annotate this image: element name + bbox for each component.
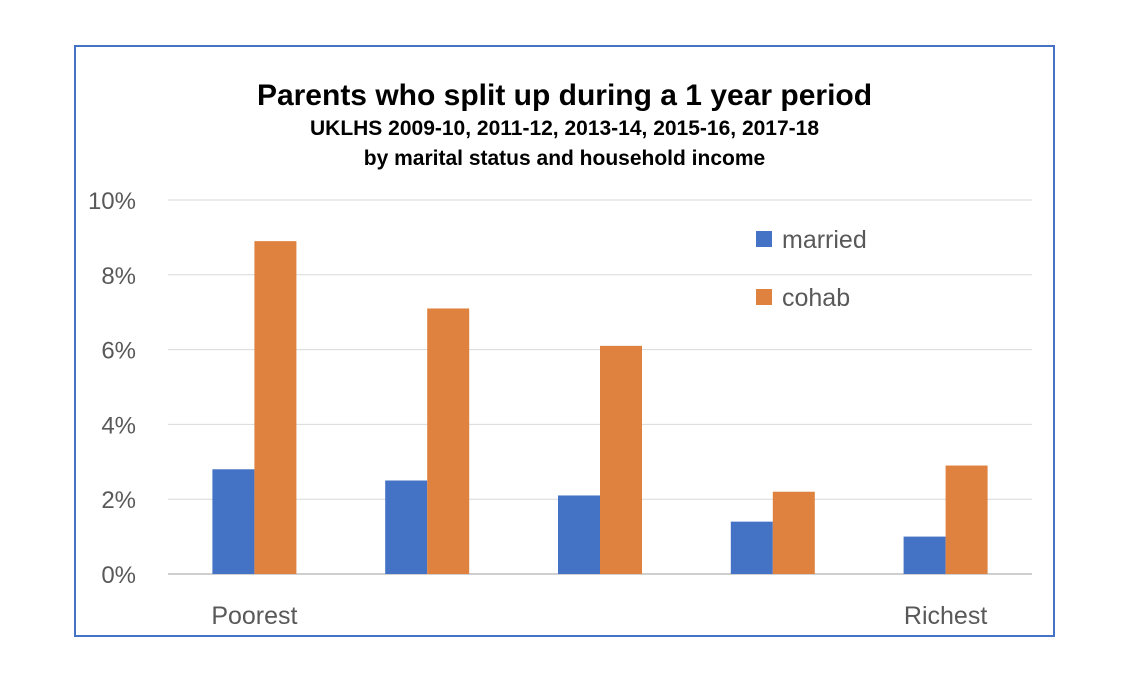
y-tick-label: 4% — [101, 412, 136, 439]
x-category-label: Poorest — [211, 602, 297, 630]
y-tick-label: 10% — [88, 188, 136, 215]
y-tick-label: 0% — [101, 562, 136, 589]
y-tick-label: 8% — [101, 263, 136, 290]
bar-cohab — [945, 465, 988, 574]
y-tick-label: 6% — [101, 338, 136, 365]
chart-subtitle-line-1: UKLHS 2009-10, 2011-12, 2013-14, 2015-16… — [309, 117, 820, 140]
bar-married — [212, 469, 255, 574]
y-tick-label: 2% — [101, 487, 136, 514]
bar-married — [730, 521, 773, 574]
chart-subtitle-line-2: by marital status and household income — [363, 147, 766, 170]
bar-married — [903, 536, 946, 574]
x-category-label: Richest — [904, 602, 987, 630]
bar-married — [385, 480, 428, 574]
chart-title-block: Parents who split up during a 1 year per… — [74, 78, 1055, 174]
legend-label-married: married — [782, 226, 867, 254]
bar-cohab — [772, 491, 815, 574]
legend-label-cohab: cohab — [782, 284, 850, 312]
bar-cohab — [600, 345, 642, 574]
bar-cohab — [254, 241, 297, 574]
chart-title: Parents who split up during a 1 year per… — [256, 79, 873, 112]
bar-married — [558, 495, 600, 574]
legend-swatch-married — [756, 231, 772, 247]
bar-cohab — [427, 308, 470, 574]
legend-swatch-cohab — [756, 289, 772, 305]
